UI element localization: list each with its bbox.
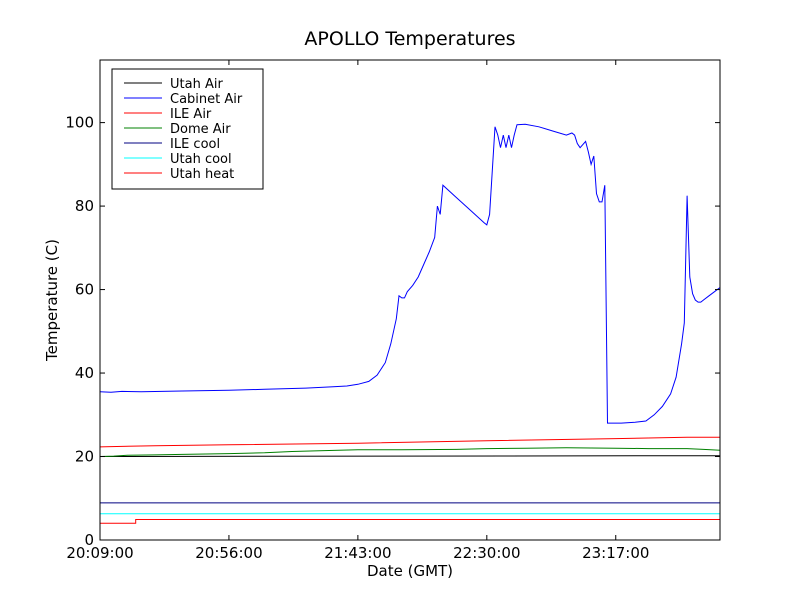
y-tick-label: 60 bbox=[75, 281, 94, 299]
legend-box bbox=[111, 68, 264, 190]
series-line-ile-air bbox=[100, 436, 720, 448]
series-line-dome-air bbox=[100, 447, 720, 457]
legend-label: Dome Air bbox=[170, 122, 231, 137]
legend-label: Utah Air bbox=[170, 77, 223, 92]
x-tick-label: 22:30:00 bbox=[453, 544, 520, 562]
series-line-utah-heat bbox=[100, 519, 720, 524]
y-tick-label: 0 bbox=[84, 531, 94, 549]
legend-label: ILE cool bbox=[170, 137, 220, 152]
series-line-cabinet-air bbox=[100, 123, 720, 424]
y-axis-label: Temperature (C) bbox=[43, 239, 61, 362]
legend-label: Utah heat bbox=[170, 167, 234, 182]
chart-title: APOLLO Temperatures bbox=[304, 28, 515, 50]
series-line-utah-air bbox=[100, 455, 720, 457]
y-tick-label: 40 bbox=[75, 364, 94, 382]
x-tick-label: 23:17:00 bbox=[582, 544, 649, 562]
y-tick-label: 80 bbox=[75, 197, 94, 215]
y-tick-label: 20 bbox=[75, 448, 94, 466]
plot-area bbox=[99, 59, 721, 541]
plot-frame bbox=[99, 59, 721, 541]
x-tick-label: 21:43:00 bbox=[324, 544, 391, 562]
y-tick-label: 100 bbox=[65, 114, 94, 132]
legend-label: Utah cool bbox=[170, 152, 232, 167]
legend-label: ILE Air bbox=[170, 107, 212, 122]
axis-ticks: 20:09:00 20:56:00 21:43:00 22:30:00 23:17:00… bbox=[65, 60, 720, 562]
x-axis-label: Date (GMT) bbox=[367, 562, 453, 580]
x-tick-label: 20:56:00 bbox=[195, 544, 262, 562]
legend-label: Cabinet Air bbox=[170, 92, 243, 107]
x-tick-label: 20:09:00 bbox=[66, 544, 133, 562]
